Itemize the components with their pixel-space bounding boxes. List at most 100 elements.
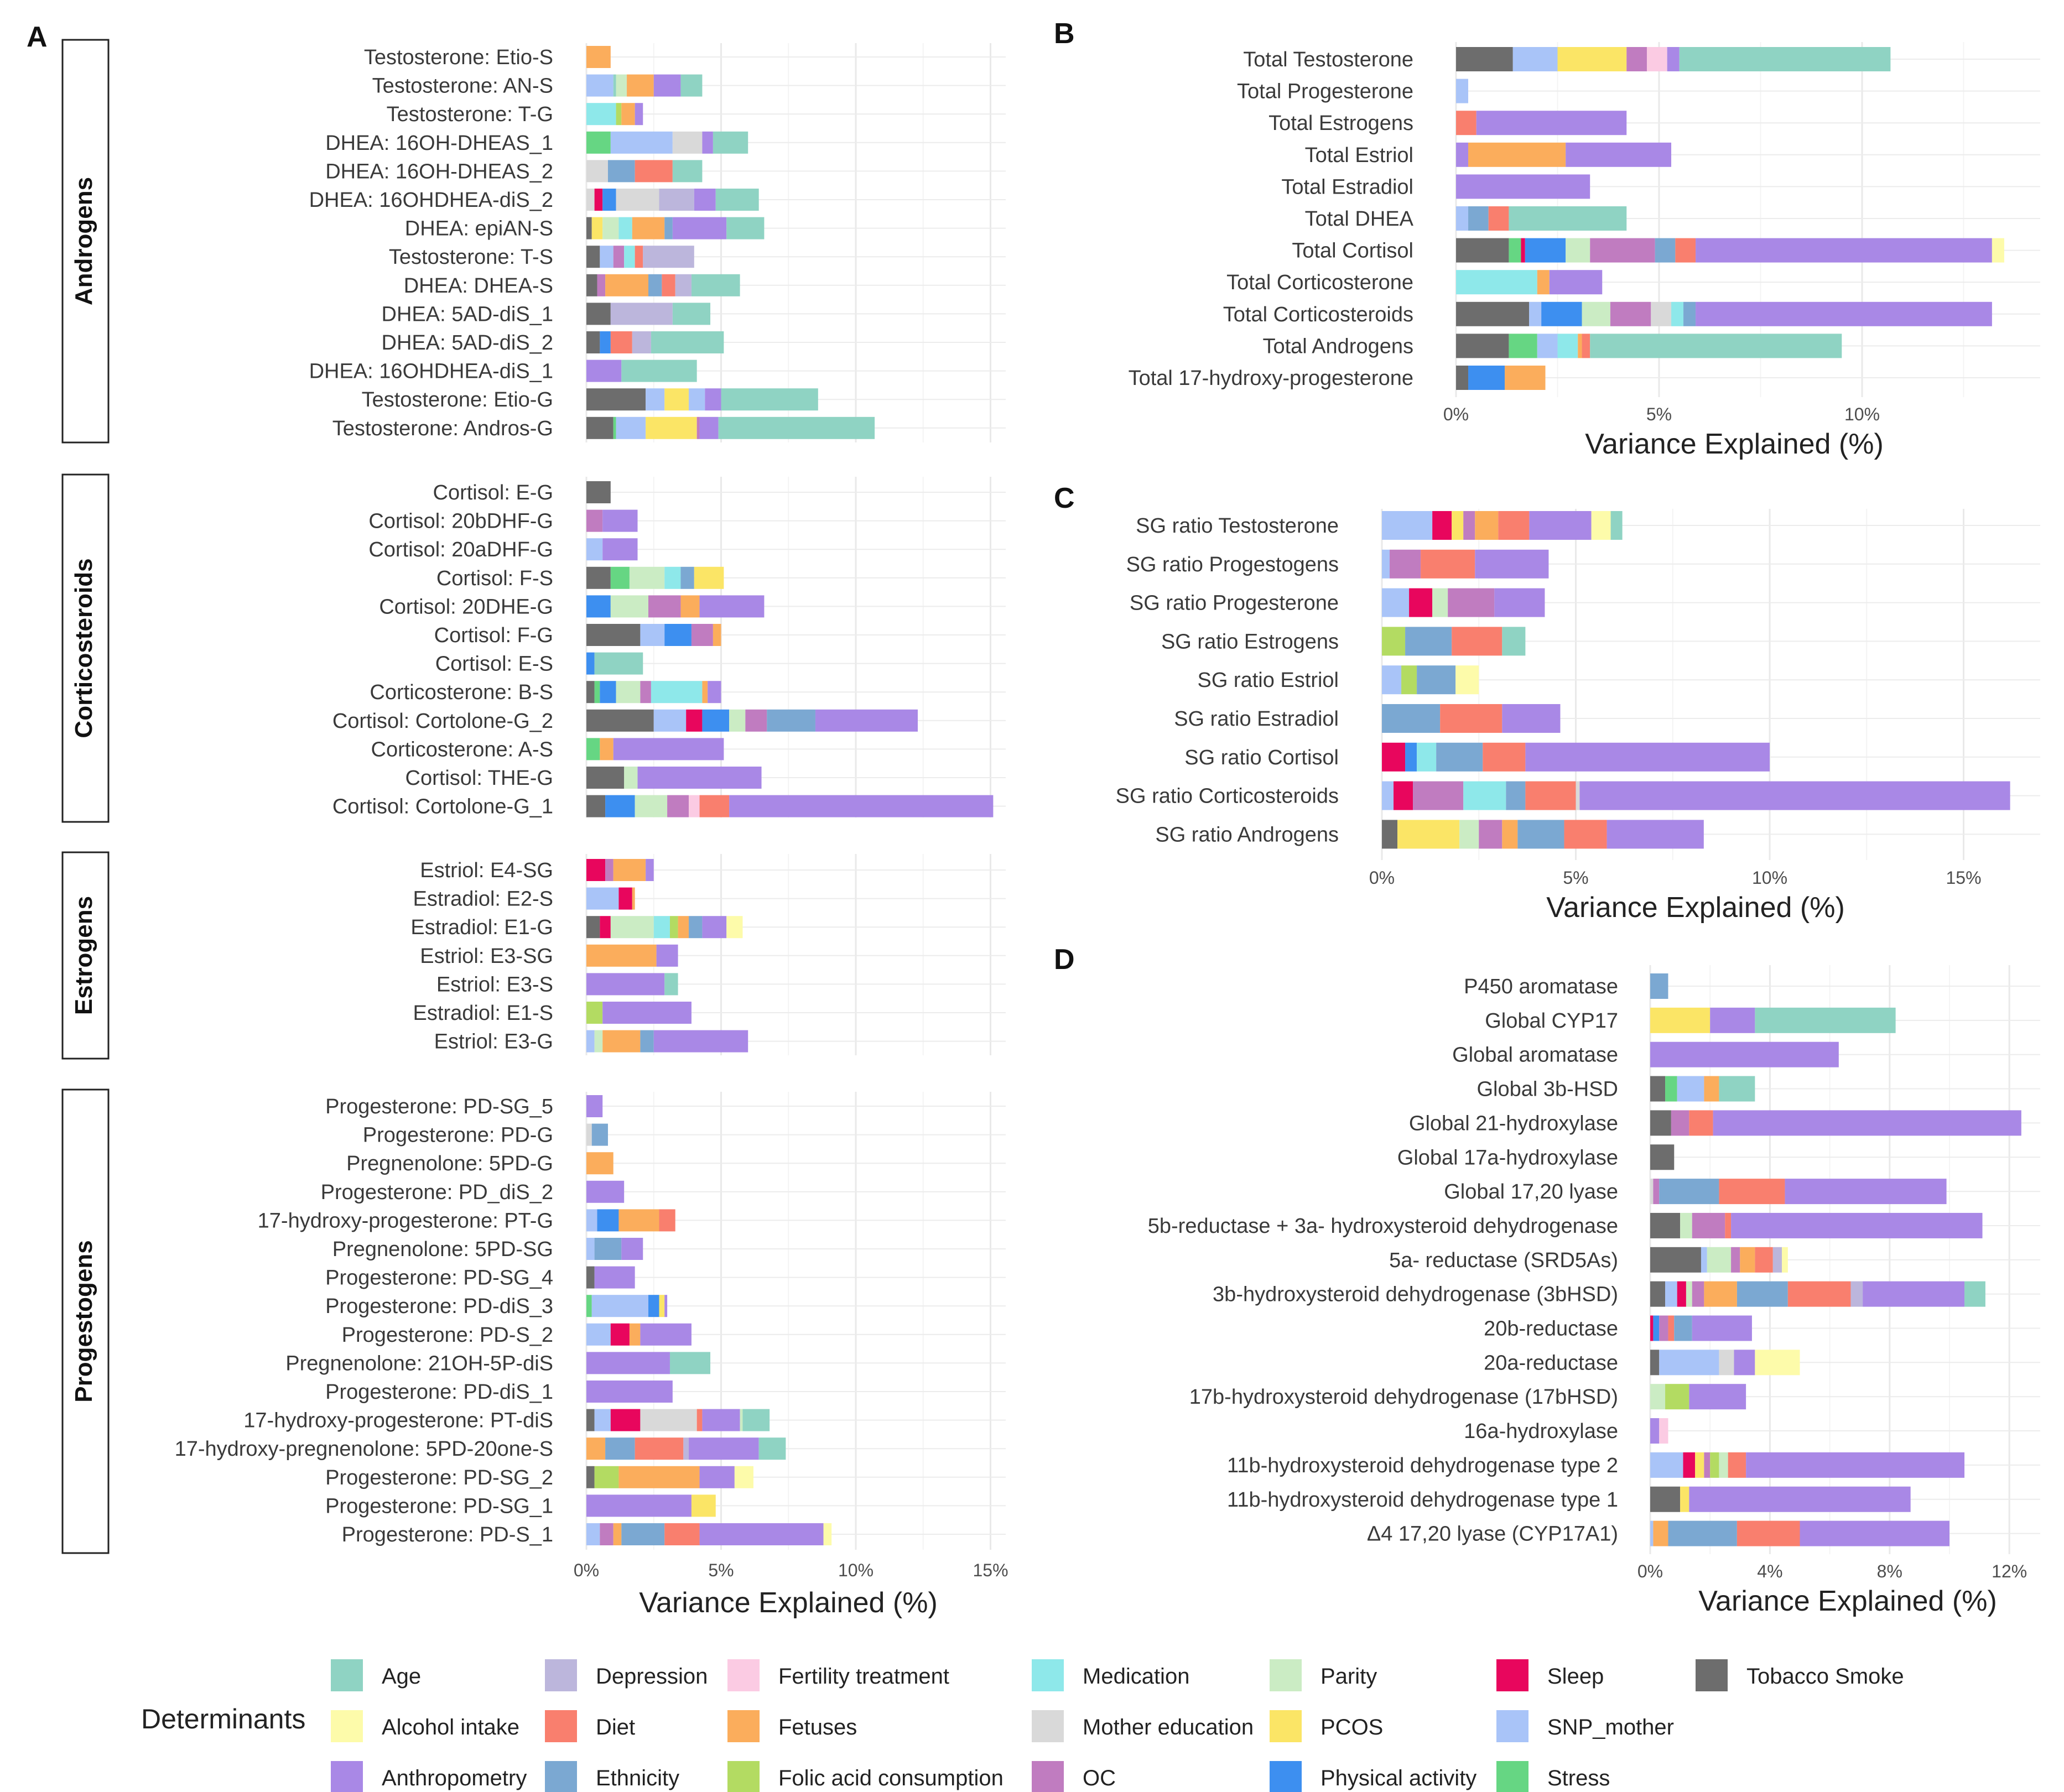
bar-segment (1468, 142, 1566, 167)
bar-segment (1665, 1281, 1677, 1307)
bar-segment (1541, 301, 1582, 326)
bar-segment (1650, 1179, 1654, 1205)
bar-segment (1578, 334, 1582, 358)
bar-segment (586, 360, 622, 382)
bar-segment (1659, 1179, 1719, 1205)
x-tick-label: 5% (1646, 404, 1672, 424)
category-label: Cortisol: 20bDHF-G (368, 510, 553, 533)
bar-segment (627, 74, 654, 97)
bar-segment (635, 160, 673, 183)
bar-segment (1746, 1452, 1965, 1478)
bar-segment (696, 1409, 703, 1431)
category-label: SG ratio Estradiol (1174, 707, 1339, 731)
bar-segment (586, 1466, 595, 1488)
bar-segment (696, 416, 700, 439)
category-label: 20b-reductase (1484, 1317, 1618, 1341)
bar-segment (1382, 742, 1406, 772)
category-label: 20a-reductase (1484, 1351, 1618, 1374)
bar-segment (1456, 111, 1476, 136)
x-tick-label: 10% (1844, 404, 1880, 424)
category-label: Cortisol: F-S (436, 567, 553, 590)
bar-segment (1590, 334, 1842, 358)
bar-segment (664, 566, 681, 589)
bar-segment (586, 944, 657, 967)
bar-segment (1456, 79, 1469, 103)
category-label: Global CYP17 (1485, 1009, 1618, 1033)
bar-segment (586, 795, 606, 817)
category-label: DHEA: 5AD-diS_2 (382, 331, 553, 355)
bar-segment (618, 217, 632, 239)
bar-segment (1382, 549, 1390, 579)
bar-segment (1692, 1315, 1752, 1341)
bar-segment (683, 1437, 689, 1460)
bar-segment (699, 1466, 735, 1488)
bar-segment (1650, 1212, 1681, 1238)
bar-segment (713, 624, 721, 646)
bar-segment (610, 1409, 641, 1431)
bar-segment (600, 331, 611, 353)
category-label: Global aromatase (1452, 1044, 1618, 1067)
legend-swatch (1270, 1659, 1302, 1691)
panel-letter-d: D (1054, 944, 1075, 976)
bar-segment (680, 74, 703, 97)
bar-segment (745, 709, 767, 732)
bar-segment (1800, 1520, 1949, 1546)
panel-letter-c: C (1054, 482, 1075, 514)
bar-segment (1787, 1281, 1851, 1307)
bar-segment (1456, 366, 1469, 390)
bar-segment (664, 1523, 700, 1545)
x-tick-label: 15% (1946, 868, 1981, 888)
bar-segment (616, 416, 646, 439)
bar-segment (672, 217, 727, 239)
bar-segment (653, 74, 681, 97)
category-label: Estriol: E3-G (434, 1030, 553, 1054)
bar-segment (586, 973, 665, 996)
x-tick-label: 15% (973, 1560, 1008, 1580)
category-label: Corticosterone: B-S (370, 681, 553, 704)
bar-segment (640, 624, 665, 646)
category-label: Testosterone: T-S (389, 246, 553, 269)
bar-segment (1382, 781, 1394, 810)
bar-segment (600, 1523, 614, 1545)
bar-segment (1456, 142, 1469, 167)
category-label: DHEA: 5AD-diS_1 (382, 303, 553, 326)
bar-segment (702, 131, 713, 154)
legend-swatch (1270, 1710, 1302, 1742)
bar-segment (635, 246, 643, 268)
bar-segment (702, 916, 727, 939)
bar-segment (1456, 47, 1513, 71)
category-label: Progesterone: PD-SG_2 (325, 1466, 553, 1489)
legend-swatch (545, 1761, 577, 1792)
bar-segment (651, 331, 724, 353)
bar-segment (659, 189, 694, 211)
bar-segment (600, 916, 611, 939)
category-label: Total Androgens (1262, 335, 1413, 358)
category-label: Cortisol: E-S (435, 653, 553, 676)
x-axis-title: Variance Explained (%) (639, 1587, 938, 1619)
bar-segment (702, 681, 708, 704)
bar-segment (586, 887, 619, 910)
bar-segment (1456, 174, 1590, 199)
bar-segment (586, 274, 597, 296)
category-label: Progesterone: PD-S_1 (342, 1523, 553, 1546)
category-label: Total Estrogens (1268, 112, 1413, 135)
bar-segment (1579, 781, 2010, 810)
bar-segment (1671, 301, 1684, 326)
bar-segment (758, 1437, 786, 1460)
bar-segment (635, 1437, 684, 1460)
bar-segment (1455, 665, 1479, 695)
category-label: SG ratio Progesterone (1130, 592, 1339, 615)
bar-segment (610, 331, 632, 353)
bar-segment (1650, 1315, 1654, 1341)
bar-segment (586, 1238, 595, 1260)
bar-segment (597, 274, 606, 296)
legend-swatch (545, 1710, 577, 1742)
bar-segment (1964, 1281, 1985, 1307)
legend-item-label: Alcohol intake (382, 1715, 519, 1739)
bar-segment (610, 303, 673, 325)
bar-segment (1440, 704, 1502, 733)
category-label: Total Corticosterone (1226, 271, 1413, 294)
bar-segment (653, 916, 670, 939)
bar-segment (616, 103, 622, 126)
bar-segment (1537, 334, 1558, 358)
